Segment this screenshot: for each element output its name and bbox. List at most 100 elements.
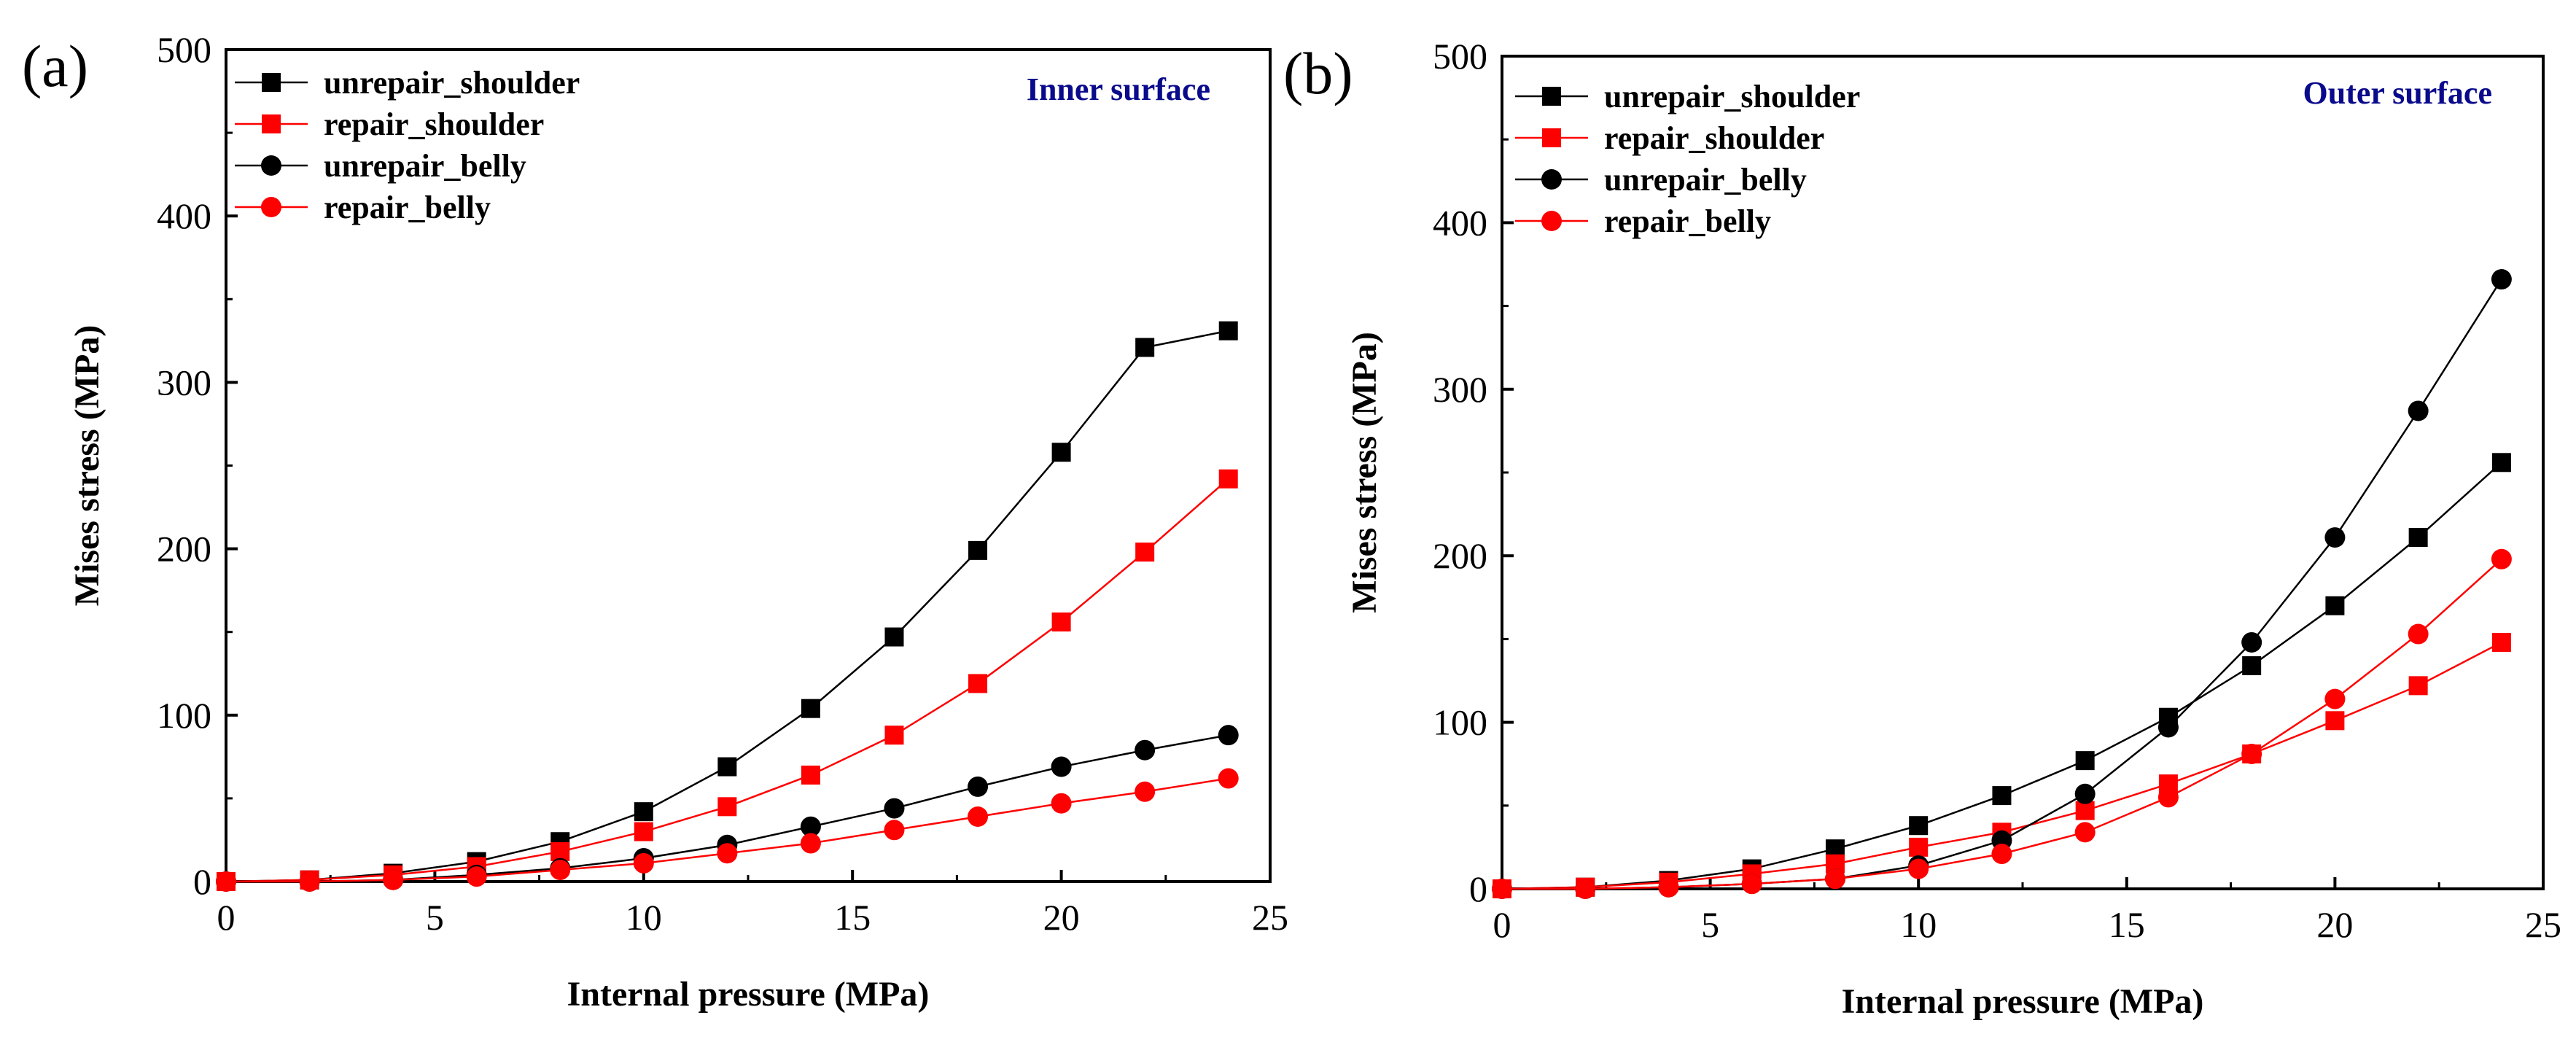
data-point-unrepair_shoulder <box>1135 338 1155 357</box>
data-point-unrepair_shoulder <box>1909 816 1929 836</box>
x-tick-label: 10 <box>1900 904 1937 945</box>
data-point-repair_shoulder <box>2491 632 2511 652</box>
data-point-repair_belly <box>2241 743 2262 764</box>
y-tick-label: 0 <box>1469 868 1487 909</box>
y-tick-label: 400 <box>157 195 211 236</box>
x-tick-label: 25 <box>2525 904 2561 945</box>
data-point-repair_belly <box>2408 623 2429 645</box>
data-point-repair_belly <box>216 871 236 892</box>
plot-b: 0 5 10 15 20 25 0 100 200 300 400 500 Internal press… <box>1345 36 2561 1021</box>
data-point-repair_belly <box>968 806 989 828</box>
data-point-unrepair_belly <box>800 816 821 837</box>
panel-label-a: (a) <box>22 33 88 99</box>
data-point-repair_belly <box>2324 688 2346 709</box>
legend-label: unrepair_shoulder <box>1604 79 1860 114</box>
y-tick-label: 500 <box>1433 36 1487 77</box>
data-point-repair_belly <box>1658 876 1679 898</box>
panel-b: (b) 0 5 10 15 20 25 0 100 200 300 400 500 Internal p… <box>1283 36 2561 1021</box>
data-point-repair_shoulder <box>634 822 653 841</box>
surface-annotation: Outer surface <box>2303 75 2492 111</box>
y-tick-label: 400 <box>1433 202 1487 243</box>
data-point-repair_belly <box>717 843 738 864</box>
x-axis-label: Internal pressure (MPa) <box>567 975 930 1014</box>
data-point-unrepair_belly <box>2157 717 2179 738</box>
panel-label-b: (b) <box>1283 40 1353 106</box>
data-point-unrepair_shoulder <box>2242 656 2262 675</box>
legend-marker <box>1542 128 1561 147</box>
data-point-repair_belly <box>1908 858 1929 879</box>
data-point-unrepair_shoulder <box>1051 443 1071 462</box>
x-tick-label: 5 <box>1701 904 1719 945</box>
data-point-repair_belly <box>2157 787 2179 808</box>
data-point-repair_shoulder <box>1135 542 1155 562</box>
y-axis-label: Mises stress (MPa) <box>1345 332 1384 613</box>
data-point-repair_belly <box>1741 874 1762 895</box>
legend-label: unrepair_belly <box>324 148 526 184</box>
legend-label: repair_belly <box>1604 203 1771 239</box>
legend-label: repair_shoulder <box>324 106 544 142</box>
legend-label: repair_belly <box>324 190 491 225</box>
y-tick-label: 200 <box>157 529 211 569</box>
data-point-unrepair_belly <box>968 776 989 797</box>
data-point-repair_belly <box>1575 879 1596 899</box>
legend-marker <box>261 197 281 217</box>
data-point-repair_belly <box>1051 793 1072 814</box>
data-point-unrepair_belly <box>2241 631 2262 653</box>
data-point-unrepair_shoulder <box>884 627 904 647</box>
data-point-unrepair_belly <box>1051 756 1072 777</box>
data-point-unrepair_belly <box>2074 783 2096 804</box>
data-point-repair_belly <box>383 869 404 890</box>
legend-marker <box>1541 169 1562 190</box>
data-point-repair_shoulder <box>717 797 737 817</box>
data-point-unrepair_belly <box>1135 739 1156 761</box>
x-tick-label: 10 <box>626 897 662 938</box>
data-point-repair_shoulder <box>801 765 820 785</box>
data-point-unrepair_shoulder <box>1218 321 1238 341</box>
data-point-unrepair_belly <box>2324 527 2346 548</box>
legend-marker <box>261 155 281 176</box>
series-line-repair_shoulder <box>225 478 1229 883</box>
data-point-unrepair_shoulder <box>2491 453 2511 472</box>
legend-marker <box>262 73 281 92</box>
legend-marker <box>1541 211 1562 231</box>
data-point-repair_belly <box>1492 879 1512 899</box>
data-point-unrepair_shoulder <box>2325 596 2345 615</box>
data-point-unrepair_belly <box>1218 725 1239 746</box>
y-tick-label: 0 <box>193 861 211 902</box>
data-point-unrepair_shoulder <box>634 802 653 822</box>
data-point-unrepair_shoulder <box>2075 751 2095 771</box>
legend-marker <box>262 114 281 133</box>
data-point-repair_belly <box>299 871 320 892</box>
data-point-unrepair_shoulder <box>717 757 737 777</box>
data-point-repair_belly <box>466 866 487 887</box>
x-tick-label: 15 <box>2109 904 2145 945</box>
y-tick-label: 100 <box>157 695 211 736</box>
data-point-repair_belly <box>633 852 654 874</box>
legend-label: unrepair_belly <box>1604 162 1807 198</box>
data-point-unrepair_belly <box>2408 400 2429 421</box>
data-point-unrepair_shoulder <box>801 699 820 718</box>
data-point-repair_belly <box>2074 822 2096 843</box>
data-point-repair_belly <box>1135 781 1156 802</box>
x-tick-label: 0 <box>1493 904 1511 945</box>
y-axis-label: Mises stress (MPa) <box>68 325 106 607</box>
legend-label: unrepair_shoulder <box>324 65 580 101</box>
data-point-repair_shoulder <box>1051 612 1071 632</box>
data-point-repair_belly <box>1991 844 2012 865</box>
data-point-unrepair_shoulder <box>2408 528 2428 548</box>
y-tick-label: 300 <box>157 362 211 402</box>
x-tick-label: 20 <box>2316 904 2353 945</box>
plot-a: 0 5 10 15 20 25 0 100 200 300 400 500 Internal press… <box>68 29 1288 1014</box>
data-point-repair_shoulder <box>1218 469 1238 489</box>
panel-a: (a) 0 5 10 15 20 25 0 100 200 300 400 500 Internal p… <box>22 29 1288 1014</box>
y-tick-label: 100 <box>1433 702 1487 743</box>
data-point-unrepair_belly <box>2491 269 2512 290</box>
data-point-unrepair_shoulder <box>968 540 988 560</box>
data-point-repair_shoulder <box>884 726 904 745</box>
data-point-unrepair_shoulder <box>1992 786 2012 806</box>
x-tick-label: 0 <box>217 897 236 938</box>
series-line-repair_belly <box>226 777 1229 883</box>
data-point-repair_shoulder <box>968 674 988 693</box>
x-tick-label: 25 <box>1252 897 1288 938</box>
